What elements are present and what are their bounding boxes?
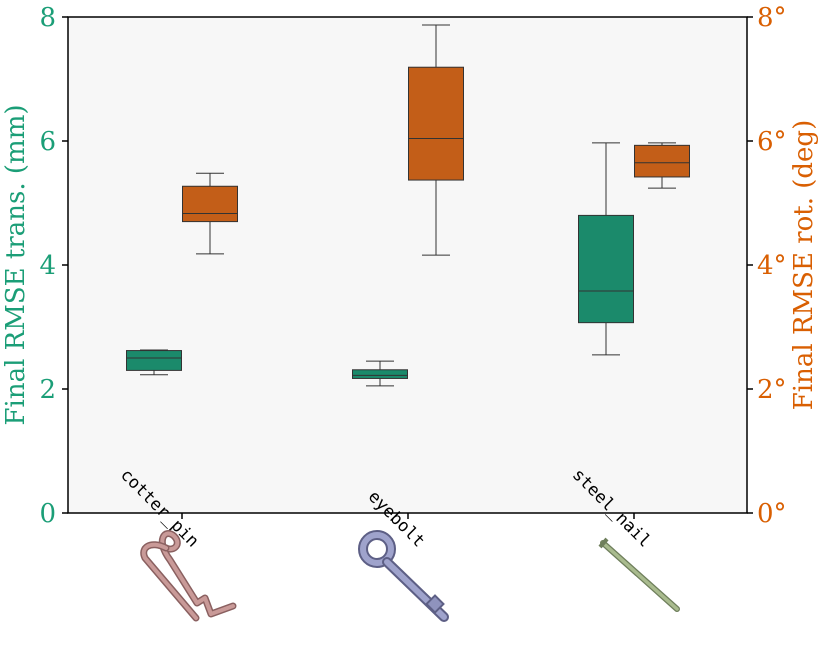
iqr-box: [126, 350, 182, 371]
right-y-tick-label: 2°: [757, 375, 787, 405]
left-y-tick-label: 2: [39, 375, 56, 405]
box-eyebolt-left: [352, 360, 408, 387]
cotter-pin-icon: [140, 530, 237, 622]
right-y-axis-label: Final RMSE rot. (deg): [789, 120, 819, 410]
right-y-tick-label: 4°: [757, 251, 787, 281]
left-y-axis-label: Final RMSE trans. (mm): [1, 104, 31, 425]
iqr-box: [578, 214, 634, 324]
iqr-box: [182, 185, 238, 223]
left-y-tick-label: 6: [39, 127, 56, 157]
iqr-box: [634, 144, 690, 178]
iqr-box: [352, 369, 408, 379]
right-y-axis: 0° 2° 4° 6° 8°: [747, 3, 787, 529]
box-cotter_pin-right: [182, 172, 238, 255]
eyebolt-icon: [358, 530, 449, 622]
left-y-tick-label: 0: [39, 499, 56, 529]
box-steel_nail-left: [578, 142, 634, 356]
left-y-tick-label: 4: [39, 251, 56, 281]
box-groups: [126, 24, 690, 387]
right-y-tick-label: 6°: [757, 127, 787, 157]
right-y-tick-label: 8°: [757, 3, 787, 33]
left-y-tick-label: 8: [39, 3, 56, 33]
right-y-tick-label: 0°: [757, 499, 787, 529]
box-cotter_pin-left: [126, 349, 182, 376]
iqr-box: [408, 66, 464, 181]
left-y-axis: 0 2 4 6 8: [39, 3, 68, 529]
plot-area: [67, 16, 748, 514]
steel-nail-icon: [598, 537, 680, 612]
box-steel_nail-right: [634, 142, 690, 189]
box-eyebolt-right: [408, 24, 464, 256]
